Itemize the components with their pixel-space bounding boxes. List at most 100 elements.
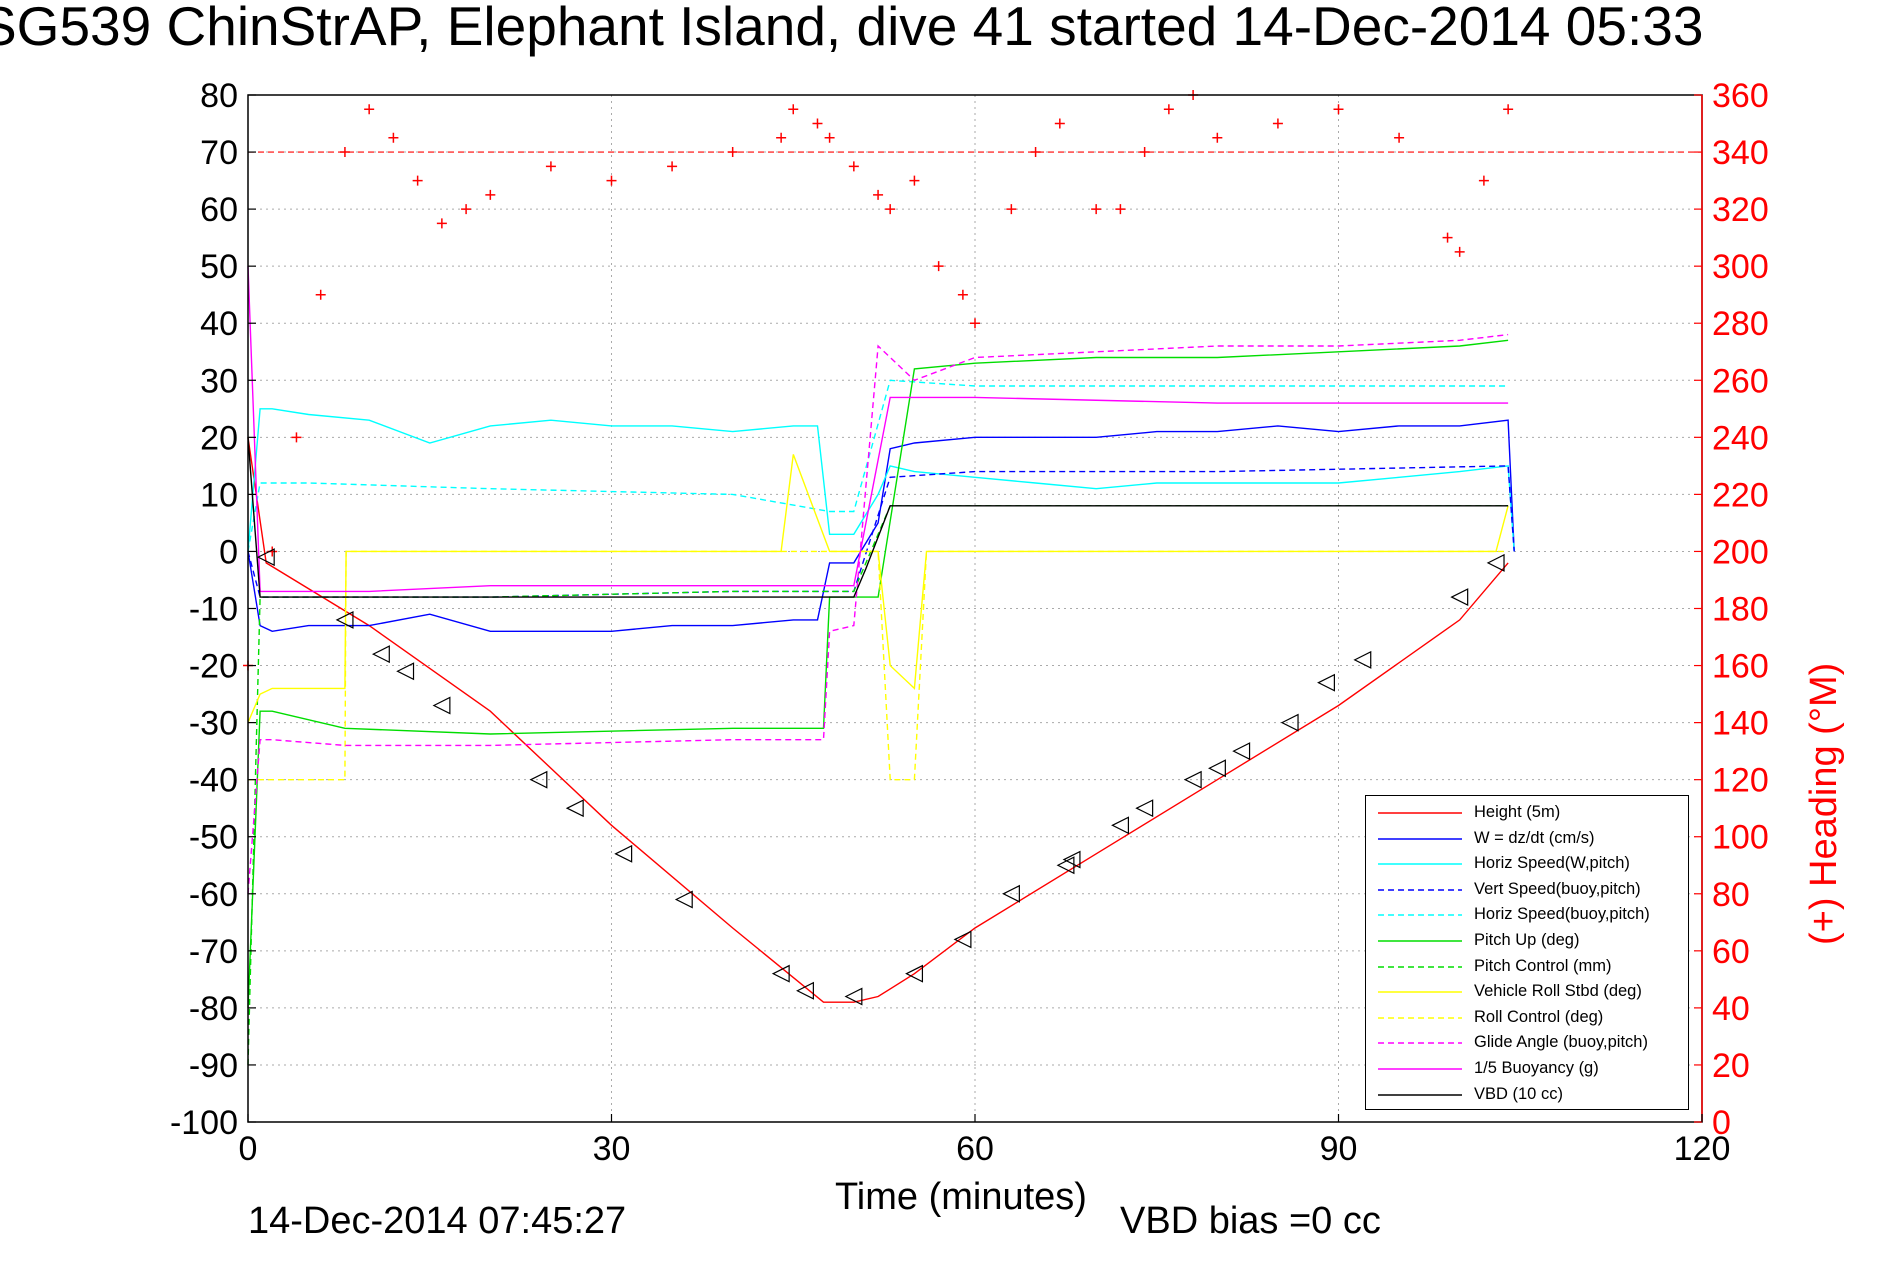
x-axis-label: Time (minutes)	[835, 1176, 1087, 1218]
y-right-tick-label: 60	[1712, 933, 1750, 971]
legend-label: 1/5 Buoyancy (g)	[1474, 1059, 1599, 1077]
marker-layer	[256, 548, 1505, 1006]
y-tick-label: -50	[189, 819, 238, 857]
y-right-tick-label: 100	[1712, 819, 1769, 857]
legend-label: Pitch Control (mm)	[1474, 956, 1612, 975]
legend-swatch	[1378, 1042, 1462, 1045]
footer-vbd-bias: VBD bias =0 cc	[1120, 1200, 1381, 1242]
heading-point	[364, 104, 375, 115]
y-axis-right-ticks: 0 20 40 60 80 100 120 140 160 180 200 220 240 260 280 3…	[1694, 77, 1769, 1142]
y-tick-label: 80	[200, 77, 238, 115]
heading-point	[1163, 104, 1174, 115]
marker-triangle	[529, 770, 548, 789]
y-right-tick-label: 360	[1712, 77, 1769, 115]
legend-item: 1/5 Buoyancy (g)	[1366, 1057, 1688, 1082]
legend-swatch	[1378, 812, 1462, 814]
heading-point	[436, 218, 447, 229]
y-right-tick-label: 320	[1712, 191, 1769, 229]
heading-point	[667, 161, 678, 172]
marker-triangle	[1450, 588, 1469, 607]
series-line-1-5-buoyancy-g	[247, 266, 1509, 593]
heading-point	[1054, 118, 1065, 129]
y-right-tick-label: 0	[1712, 1104, 1731, 1142]
heading-point	[412, 175, 423, 186]
marker-triangle	[905, 964, 924, 983]
heading-point	[788, 104, 799, 115]
heading-point	[812, 118, 823, 129]
legend-label: Horiz Speed(W,pitch)	[1474, 854, 1630, 873]
legend-item: Roll Control (deg)	[1366, 1006, 1688, 1031]
footer-timestamp: 14-Dec-2014 07:45:27	[248, 1200, 627, 1242]
heading-point	[909, 175, 920, 186]
marker-triangle	[1207, 759, 1226, 778]
heading-point	[1333, 104, 1344, 115]
marker-triangle	[1353, 650, 1372, 669]
y-right-tick-label: 200	[1712, 533, 1769, 571]
series-line-horiz-speed-w-pitch	[247, 408, 1515, 552]
heading-point	[970, 318, 980, 329]
heading-point	[545, 161, 556, 172]
legend-item: W = dz/dt (cm/s)	[1366, 827, 1688, 852]
heading-point	[388, 132, 399, 143]
heading-point	[1272, 118, 1283, 129]
y-right-tick-label: 120	[1712, 762, 1769, 800]
y-tick-label: -60	[189, 876, 238, 914]
heading-point	[315, 289, 326, 300]
marker-triangle	[614, 844, 633, 863]
series-line-height-5m	[247, 437, 1509, 1003]
heading-point	[1115, 204, 1126, 215]
y-right-tick-label: 280	[1712, 305, 1769, 343]
marker-triangle	[565, 799, 584, 818]
y-tick-label: 70	[200, 134, 238, 172]
y-tick-label: -10	[189, 591, 238, 629]
y-tick-label: 40	[200, 305, 238, 343]
heading-point	[606, 175, 617, 186]
series-layer	[247, 266, 1515, 1065]
y-tick-label: 10	[200, 476, 238, 514]
legend-label: Roll Control (deg)	[1474, 1007, 1604, 1026]
y-right-tick-label: 160	[1712, 648, 1769, 686]
x-tick-label: 60	[956, 1130, 994, 1168]
y-tick-label: -80	[189, 990, 238, 1028]
y-tick-label: -40	[189, 762, 238, 800]
heading-point	[339, 147, 350, 158]
y-right-tick-label: 260	[1712, 362, 1769, 400]
legend-label: W = dz/dt (cm/s)	[1474, 828, 1595, 847]
heading-point	[1030, 147, 1041, 158]
x-tick-label: 120	[1674, 1130, 1731, 1168]
heading-point	[1212, 132, 1223, 143]
marker-triangle	[396, 662, 415, 681]
y-tick-label: 50	[200, 248, 238, 286]
marker-triangle	[1002, 884, 1020, 903]
legend-swatch	[1378, 889, 1462, 891]
legend-swatch	[1378, 940, 1462, 942]
legend-swatch	[1378, 837, 1462, 840]
y-axis-left-ticks: -100-90-80-70-60-50-40-30-20-10010203040…	[170, 77, 256, 1142]
y-tick-label: -90	[189, 1047, 238, 1085]
heading-point	[1139, 147, 1150, 158]
marker-triangle	[1280, 713, 1299, 732]
series-line-vbd-10-cc	[247, 437, 1509, 598]
marker-triangle	[1486, 553, 1505, 572]
marker-triangle	[796, 981, 814, 1000]
heading-point	[1478, 175, 1489, 186]
marker-triangle	[953, 930, 972, 949]
legend-item: Glide Angle (buoy,pitch)	[1366, 1031, 1688, 1056]
heading-point	[1006, 204, 1017, 215]
y-tick-label: -100	[170, 1104, 238, 1142]
legend-swatch	[1378, 991, 1462, 993]
heading-point	[1503, 104, 1514, 115]
y-axis-right-label: (+) Heading (°M)	[1803, 662, 1845, 945]
legend-label: Vehicle Roll Stbd (deg)	[1474, 982, 1642, 1001]
y-right-tick-label: 220	[1712, 476, 1769, 514]
legend-swatch	[1378, 914, 1462, 917]
legend-item: VBD (10 cc)	[1366, 1083, 1688, 1108]
heading-point	[1091, 204, 1102, 215]
legend-item: Height (5m)	[1366, 801, 1688, 826]
marker-triangle	[432, 696, 451, 715]
legend-swatch	[1378, 965, 1462, 968]
y-right-tick-label: 300	[1712, 248, 1769, 286]
heading-point	[1454, 246, 1465, 257]
marker-triangle	[1056, 856, 1075, 875]
legend-swatch	[1378, 863, 1462, 865]
